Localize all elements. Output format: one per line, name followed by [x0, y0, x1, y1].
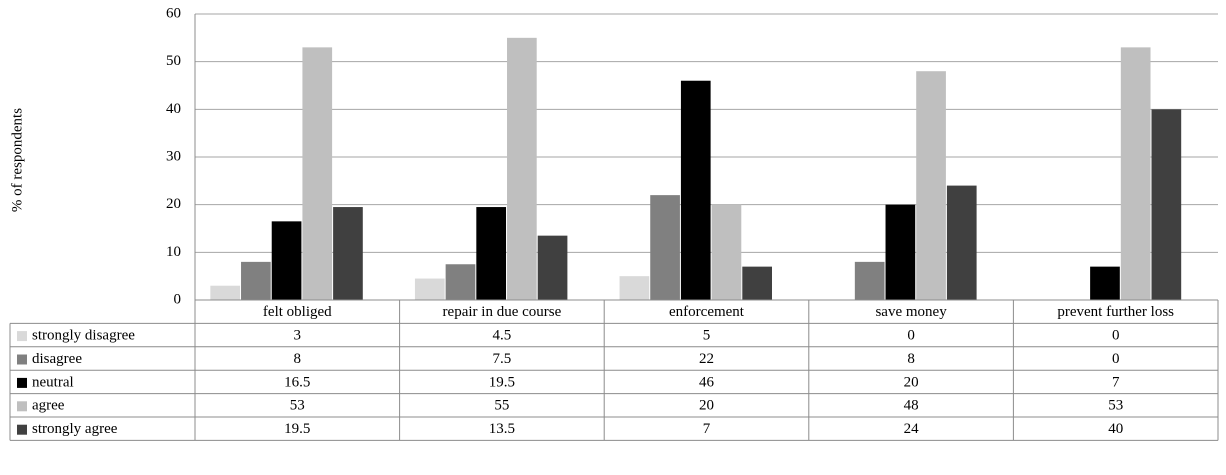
table-value: 16.5 [284, 374, 310, 390]
bar [537, 235, 568, 300]
table-value: 22 [699, 351, 714, 367]
table-value: 19.5 [284, 421, 310, 437]
bar [414, 278, 445, 300]
bar [946, 185, 977, 300]
table-value: 19.5 [489, 374, 515, 390]
table-value: 8 [294, 351, 302, 367]
bar [742, 266, 772, 300]
legend-swatch [17, 331, 27, 342]
bar [210, 285, 241, 300]
table-value: 13.5 [489, 421, 515, 437]
bar [333, 207, 363, 300]
y-tick-label: 20 [166, 196, 181, 212]
legend-label: neutral [32, 374, 74, 390]
x-tick-label: enforcement [669, 304, 745, 320]
y-axis-label: % of respondents [9, 108, 25, 212]
table-value: 0 [907, 328, 915, 344]
table-value: 7 [1112, 374, 1120, 390]
bar [711, 204, 742, 300]
table-value: 24 [904, 421, 920, 437]
legend-label: strongly agree [32, 421, 118, 437]
bar [680, 80, 711, 300]
table-value: 40 [1108, 421, 1123, 437]
table-value: 55 [494, 398, 509, 414]
table-value: 20 [904, 374, 919, 390]
table-value: 4.5 [493, 328, 512, 344]
y-tick-label: 40 [166, 101, 181, 117]
table-value: 7 [703, 421, 711, 437]
bar [619, 276, 650, 300]
y-tick-label: 0 [174, 291, 182, 307]
bar [1120, 47, 1151, 300]
bar [445, 264, 476, 300]
table-value: 46 [699, 374, 715, 390]
x-tick-label: prevent further loss [1057, 304, 1174, 320]
legend-label: agree [32, 398, 65, 414]
legend-label: strongly disagree [32, 328, 135, 344]
bar [1090, 266, 1120, 300]
bar [916, 71, 946, 300]
table-value: 0 [1112, 351, 1120, 367]
bar [271, 221, 302, 300]
y-tick-label: 10 [166, 244, 181, 260]
legend-swatch [17, 401, 27, 412]
table-value: 5 [703, 328, 711, 344]
table-value: 0 [1112, 328, 1120, 344]
bar [302, 47, 333, 300]
y-tick-label: 60 [166, 5, 181, 21]
table-value: 3 [294, 328, 302, 344]
table-value: 20 [699, 398, 714, 414]
bar [507, 37, 537, 300]
bar [854, 261, 885, 300]
y-tick-label: 50 [166, 53, 181, 69]
x-tick-label: save money [875, 304, 947, 320]
x-tick-label: repair in due course [443, 304, 562, 320]
table-value: 7.5 [493, 351, 512, 367]
bar [650, 195, 680, 300]
table-value: 53 [290, 398, 305, 414]
table-value: 8 [907, 351, 915, 367]
x-tick-label: felt obliged [263, 304, 332, 320]
legend-swatch [17, 377, 27, 388]
bar [1151, 109, 1182, 300]
table-value: 53 [1108, 398, 1123, 414]
y-tick-label: 30 [166, 148, 181, 164]
legend-swatch [17, 354, 27, 365]
table-value: 48 [904, 398, 919, 414]
bar [241, 261, 271, 300]
legend-swatch [17, 424, 27, 435]
bar [476, 207, 507, 300]
legend-label: disagree [32, 351, 82, 367]
bar [885, 204, 916, 300]
